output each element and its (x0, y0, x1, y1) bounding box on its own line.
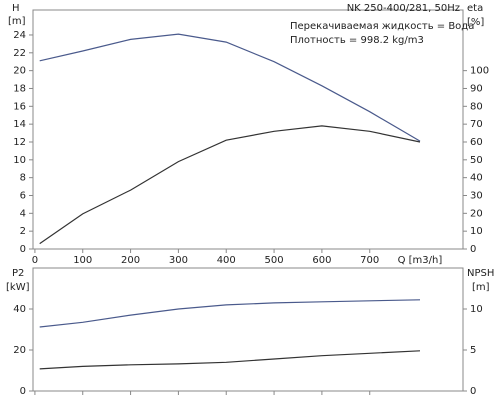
y-tick-label: 4 (20, 208, 26, 219)
y2-tick-label: 10 (470, 226, 483, 237)
y2-tick-label: 0 (470, 244, 476, 255)
plot-frame (32, 267, 464, 392)
y-tick-label: 20 (13, 66, 26, 77)
y2-tick-label: 40 (470, 173, 483, 184)
y-tick-label: 40 (13, 304, 26, 315)
y-tick-label: 18 (13, 83, 26, 94)
y2-tick-label: 30 (470, 190, 483, 201)
y2-tick-label: 50 (470, 155, 483, 166)
y2-tick-label: 60 (470, 137, 483, 148)
y-unit: [kW] (6, 282, 30, 293)
curve (39, 125, 421, 245)
y-tick-label: 20 (13, 345, 26, 356)
y2-tick-label: 5 (470, 345, 476, 356)
y-tick-label: 6 (20, 190, 26, 201)
y-tick-label: 12 (13, 137, 26, 148)
y-tick-label: 16 (13, 101, 26, 112)
x-tick-label: 600 (312, 255, 331, 266)
y2-tick-label: 20 (470, 208, 483, 219)
curve (39, 350, 421, 370)
y-tick-label: 22 (13, 48, 26, 59)
x-tick-label: 700 (360, 255, 379, 266)
curve (39, 299, 421, 328)
y2-tick-label: 100 (470, 66, 489, 77)
x-tick-label: 200 (121, 255, 140, 266)
y2-label: eta (467, 3, 483, 14)
y-tick-label: 0 (20, 244, 26, 255)
curve (39, 33, 421, 142)
chart-title: NK 250-400/281, 50Hz (347, 3, 460, 14)
annotation: Перекачиваемая жидкость = Вода (290, 21, 474, 32)
y-unit: [m] (8, 16, 26, 27)
y2-tick-label: 90 (470, 83, 483, 94)
y-tick-label: 0 (20, 386, 26, 397)
y-label: P2 (12, 268, 24, 279)
x-label: Q [m3/h] (398, 255, 443, 266)
y-tick-label: 24 (13, 30, 26, 41)
y-label: H (12, 3, 20, 14)
y2-tick-label: 70 (470, 119, 483, 130)
annotation: Плотность = 998.2 kg/m3 (290, 35, 424, 46)
y2-label: NPSH (467, 268, 494, 279)
y2-tick-label: 80 (470, 101, 483, 112)
plot-frame (32, 9, 464, 250)
y-tick-label: 8 (20, 173, 26, 184)
y2-unit: [m] (472, 282, 490, 293)
x-tick-label: 100 (73, 255, 92, 266)
x-tick-label: 500 (265, 255, 284, 266)
y-tick-label: 2 (20, 226, 26, 237)
y2-tick-label: 0 (470, 386, 476, 397)
y-tick-label: 10 (13, 155, 26, 166)
x-tick-label: 0 (32, 255, 38, 266)
y2-unit: [%] (467, 17, 484, 28)
x-tick-label: 400 (217, 255, 236, 266)
y-tick-label: 14 (13, 119, 26, 130)
y2-tick-label: 10 (470, 304, 483, 315)
x-tick-label: 300 (169, 255, 188, 266)
